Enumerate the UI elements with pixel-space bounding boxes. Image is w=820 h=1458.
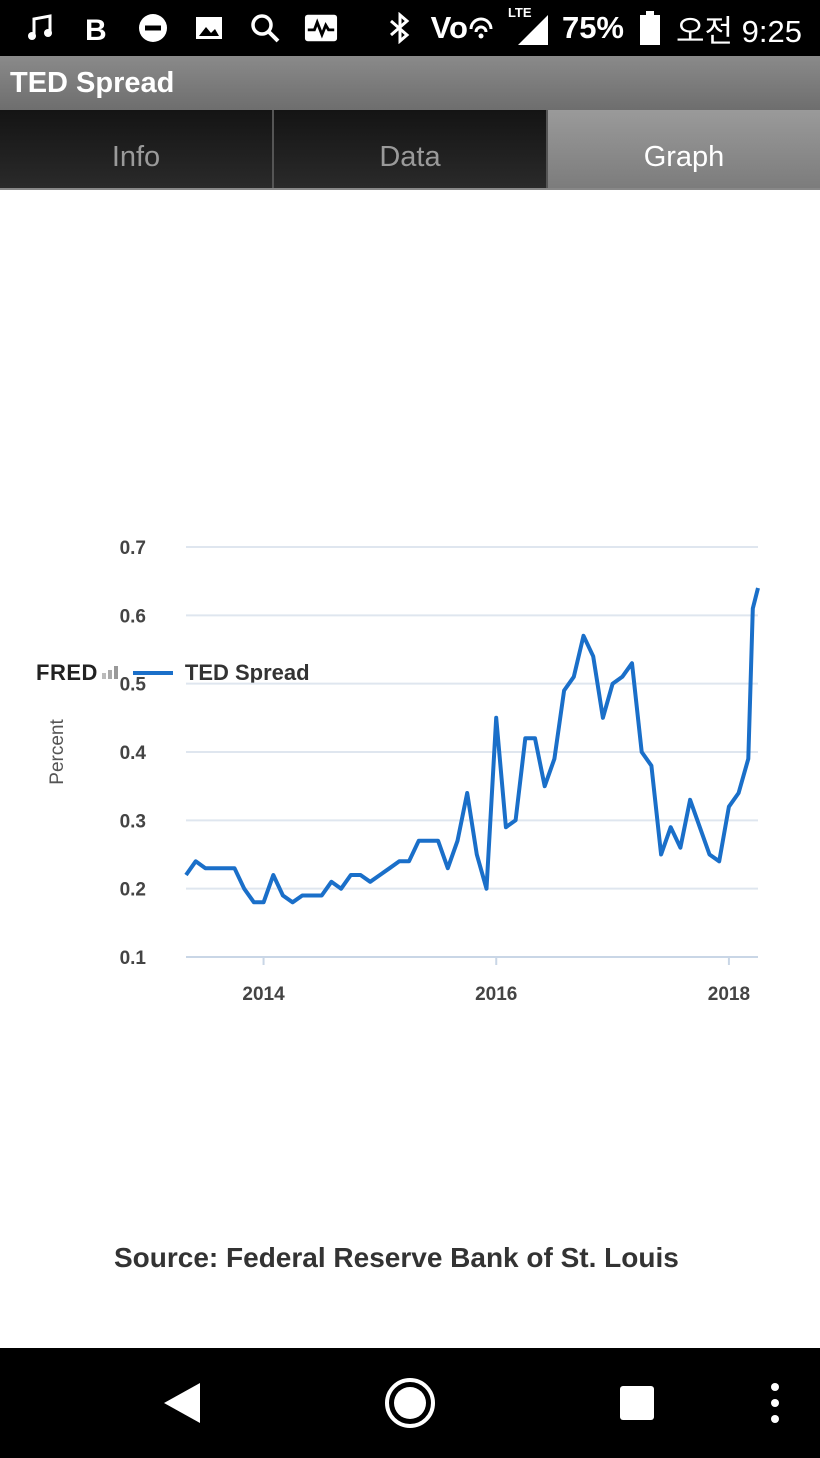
y-tick-label: 0.5 [120, 675, 147, 696]
do-not-disturb-icon [136, 11, 170, 45]
recents-button[interactable] [614, 1348, 660, 1458]
graph-panel: FRED TED Spread 0.1 0.2 0.3 0.4 0.5 0.6 0.7 201… [0, 190, 820, 1348]
fred-chart-icon [101, 663, 121, 684]
x-tick-label: 2014 [242, 984, 285, 1005]
svg-text:B: B [85, 14, 107, 43]
clock: 오전 9:25 [676, 13, 802, 49]
volte-icon: Vo [431, 10, 494, 46]
y-tick-label: 0.1 [120, 948, 147, 969]
y-tick-label: 0.4 [120, 743, 147, 764]
home-icon [385, 1378, 435, 1428]
ted-spread-chart: 0.1 0.2 0.3 0.4 0.5 0.6 0.7 2014 2016 2018 Percent [47, 538, 760, 1005]
lte-signal-icon: LTE [508, 5, 548, 45]
y-tick-label: 0.2 [120, 880, 146, 901]
y-axis-label: Percent [47, 719, 68, 785]
y-tick-label: 0.6 [120, 606, 146, 627]
app-bar: TED Spread [0, 56, 820, 110]
search-icon [248, 11, 282, 45]
image-icon [192, 11, 226, 45]
tab-bar: Info Data Graph [0, 110, 820, 190]
battery-percent: 75% [561, 10, 624, 45]
back-button[interactable] [150, 1348, 214, 1458]
fred-logo: FRED [36, 660, 98, 685]
bluetooth-icon [383, 11, 417, 45]
chart-legend: FRED TED Spread [36, 660, 310, 686]
x-tick-label: 2018 [708, 984, 750, 1005]
volte-label: Vo [430, 10, 468, 45]
lte-label: LTE [507, 5, 532, 20]
home-button[interactable] [380, 1348, 440, 1458]
tab-info[interactable]: Info [0, 110, 274, 188]
series-line-ted-spread [184, 587, 760, 905]
legend-series-name: TED Spread [184, 660, 310, 685]
recents-icon [620, 1386, 654, 1420]
app-title: TED Spread [10, 66, 175, 99]
x-tick-label: 2016 [475, 984, 517, 1005]
legend-swatch [132, 671, 173, 675]
y-tick-label: 0.3 [120, 811, 146, 832]
nav-bar [0, 1348, 820, 1458]
back-icon [164, 1383, 200, 1423]
battery-icon [638, 11, 662, 45]
music-icon [24, 11, 58, 45]
b-app-icon: B [80, 11, 114, 45]
more-vertical-icon [771, 1383, 779, 1423]
source-note: Source: Federal Reserve Bank of St. Loui… [114, 1242, 679, 1273]
tab-data[interactable]: Data [274, 110, 548, 188]
status-bar: B Vo LTE 75% 오전 9:25 [0, 0, 820, 56]
more-options-button[interactable] [760, 1348, 790, 1458]
activity-icon [304, 11, 338, 45]
tab-graph[interactable]: Graph [548, 110, 820, 188]
y-tick-label: 0.7 [120, 538, 146, 559]
